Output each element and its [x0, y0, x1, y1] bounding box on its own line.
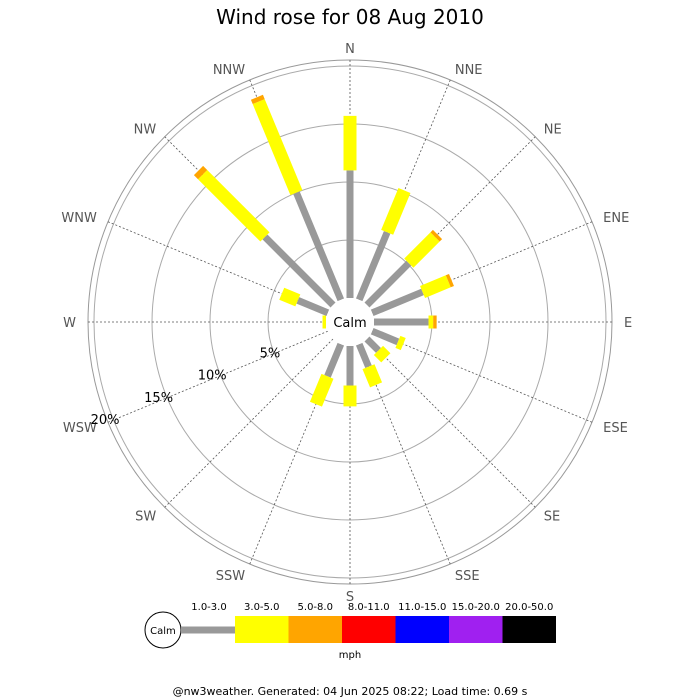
legend-swatch-4 [395, 616, 449, 643]
bar-nw-5.0-8.0 [193, 165, 208, 180]
bar-ne-1.0-3.0 [364, 260, 412, 308]
legend-label-4: 11.0-15.0 [398, 602, 446, 613]
direction-label-s: S [346, 590, 354, 605]
bar-wnw-3.0-5.0 [279, 287, 301, 307]
direction-label-nne: NNE [455, 63, 483, 78]
ring-label-20: 20% [91, 413, 120, 428]
bar-nw-1.0-3.0 [262, 234, 336, 308]
legend-label-2: 5.0-8.0 [298, 602, 333, 613]
legend-swatch-3 [342, 616, 396, 643]
ring-labels: 5% 10% 15% 20% [91, 346, 281, 428]
bar-nnw-5.0-8.0 [250, 94, 265, 105]
speed-legend: Calm mph 1.0-3.0 3.0-5.0 5.0-8.0 8.0-11.0 11… [144, 602, 556, 661]
direction-label-e: E [624, 316, 632, 331]
bar-nnw-3.0-5.0 [252, 99, 303, 196]
ring-label-15: 15% [144, 391, 173, 406]
direction-label-ene: ENE [603, 211, 629, 226]
bar-nnw-1.0-3.0 [293, 191, 345, 302]
bar-ene-1.0-3.0 [370, 288, 424, 317]
direction-label-n: N [345, 42, 355, 57]
direction-label-nnw: NNW [213, 63, 245, 78]
legend-label-6: 20.0-50.0 [505, 602, 553, 613]
legend-swatch-2 [288, 616, 342, 643]
legend-label-5: 15.0-20.0 [452, 602, 500, 613]
legend-calm-label: Calm [150, 626, 176, 637]
direction-labels: N NNE NE ENE E ESE SE SSE S SSW SW WSW W WNW NW NNW [61, 42, 632, 605]
direction-label-ssw: SSW [216, 569, 246, 584]
bar-nw-3.0-5.0 [198, 170, 270, 242]
ring-label-5: 5% [260, 346, 281, 361]
direction-label-w: W [63, 316, 76, 331]
legend-label-0: 1.0-3.0 [191, 602, 226, 613]
bar-ne-3.0-5.0 [404, 232, 440, 268]
legend-swatch-6 [502, 616, 556, 643]
legend-swatch-1 [235, 616, 289, 643]
direction-label-se: SE [544, 510, 560, 525]
bar-wnw-1.0-3.0 [296, 297, 330, 317]
ring-label-10: 10% [198, 369, 227, 384]
chart-title: Wind rose for 08 Aug 2010 [216, 5, 484, 29]
bar-ne-5.0-8.0 [430, 229, 443, 242]
bar-nne-1.0-3.0 [355, 230, 391, 302]
footer-text: @nw3weather. Generated: 04 Jun 2025 08:2… [173, 685, 528, 698]
legend-unit: mph [339, 650, 361, 661]
bar-ese-3.0-5.0 [395, 335, 406, 351]
direction-label-sw: SW [135, 510, 156, 525]
wind-bars [193, 94, 454, 407]
bar-sse-1.0-3.0 [355, 342, 372, 369]
direction-label-wsw: WSW [63, 421, 97, 436]
direction-label-sse: SSE [455, 569, 480, 584]
legend-label-1: 3.0-5.0 [244, 602, 279, 613]
bar-sse-3.0-5.0 [362, 364, 383, 388]
bar-ssw-3.0-5.0 [309, 373, 334, 407]
calm-center: Calm [326, 298, 374, 346]
legend-swatch-5 [449, 616, 503, 643]
bar-ese-1.0-3.0 [370, 327, 400, 346]
direction-label-ne: NE [544, 122, 562, 137]
bar-ssw-1.0-3.0 [324, 342, 345, 378]
legend-label-3: 8.0-11.0 [348, 602, 390, 613]
bar-ene-5.0-8.0 [445, 273, 454, 288]
bar-nne-3.0-5.0 [381, 188, 411, 235]
direction-label-wnw: WNW [61, 211, 97, 226]
bar-se-1.0-3.0 [364, 336, 381, 353]
direction-label-nw: NW [134, 122, 157, 137]
bar-ene-3.0-5.0 [420, 275, 451, 298]
direction-label-ese: ESE [603, 421, 628, 436]
bar-se-3.0-5.0 [373, 345, 391, 363]
calm-label: Calm [333, 316, 366, 331]
